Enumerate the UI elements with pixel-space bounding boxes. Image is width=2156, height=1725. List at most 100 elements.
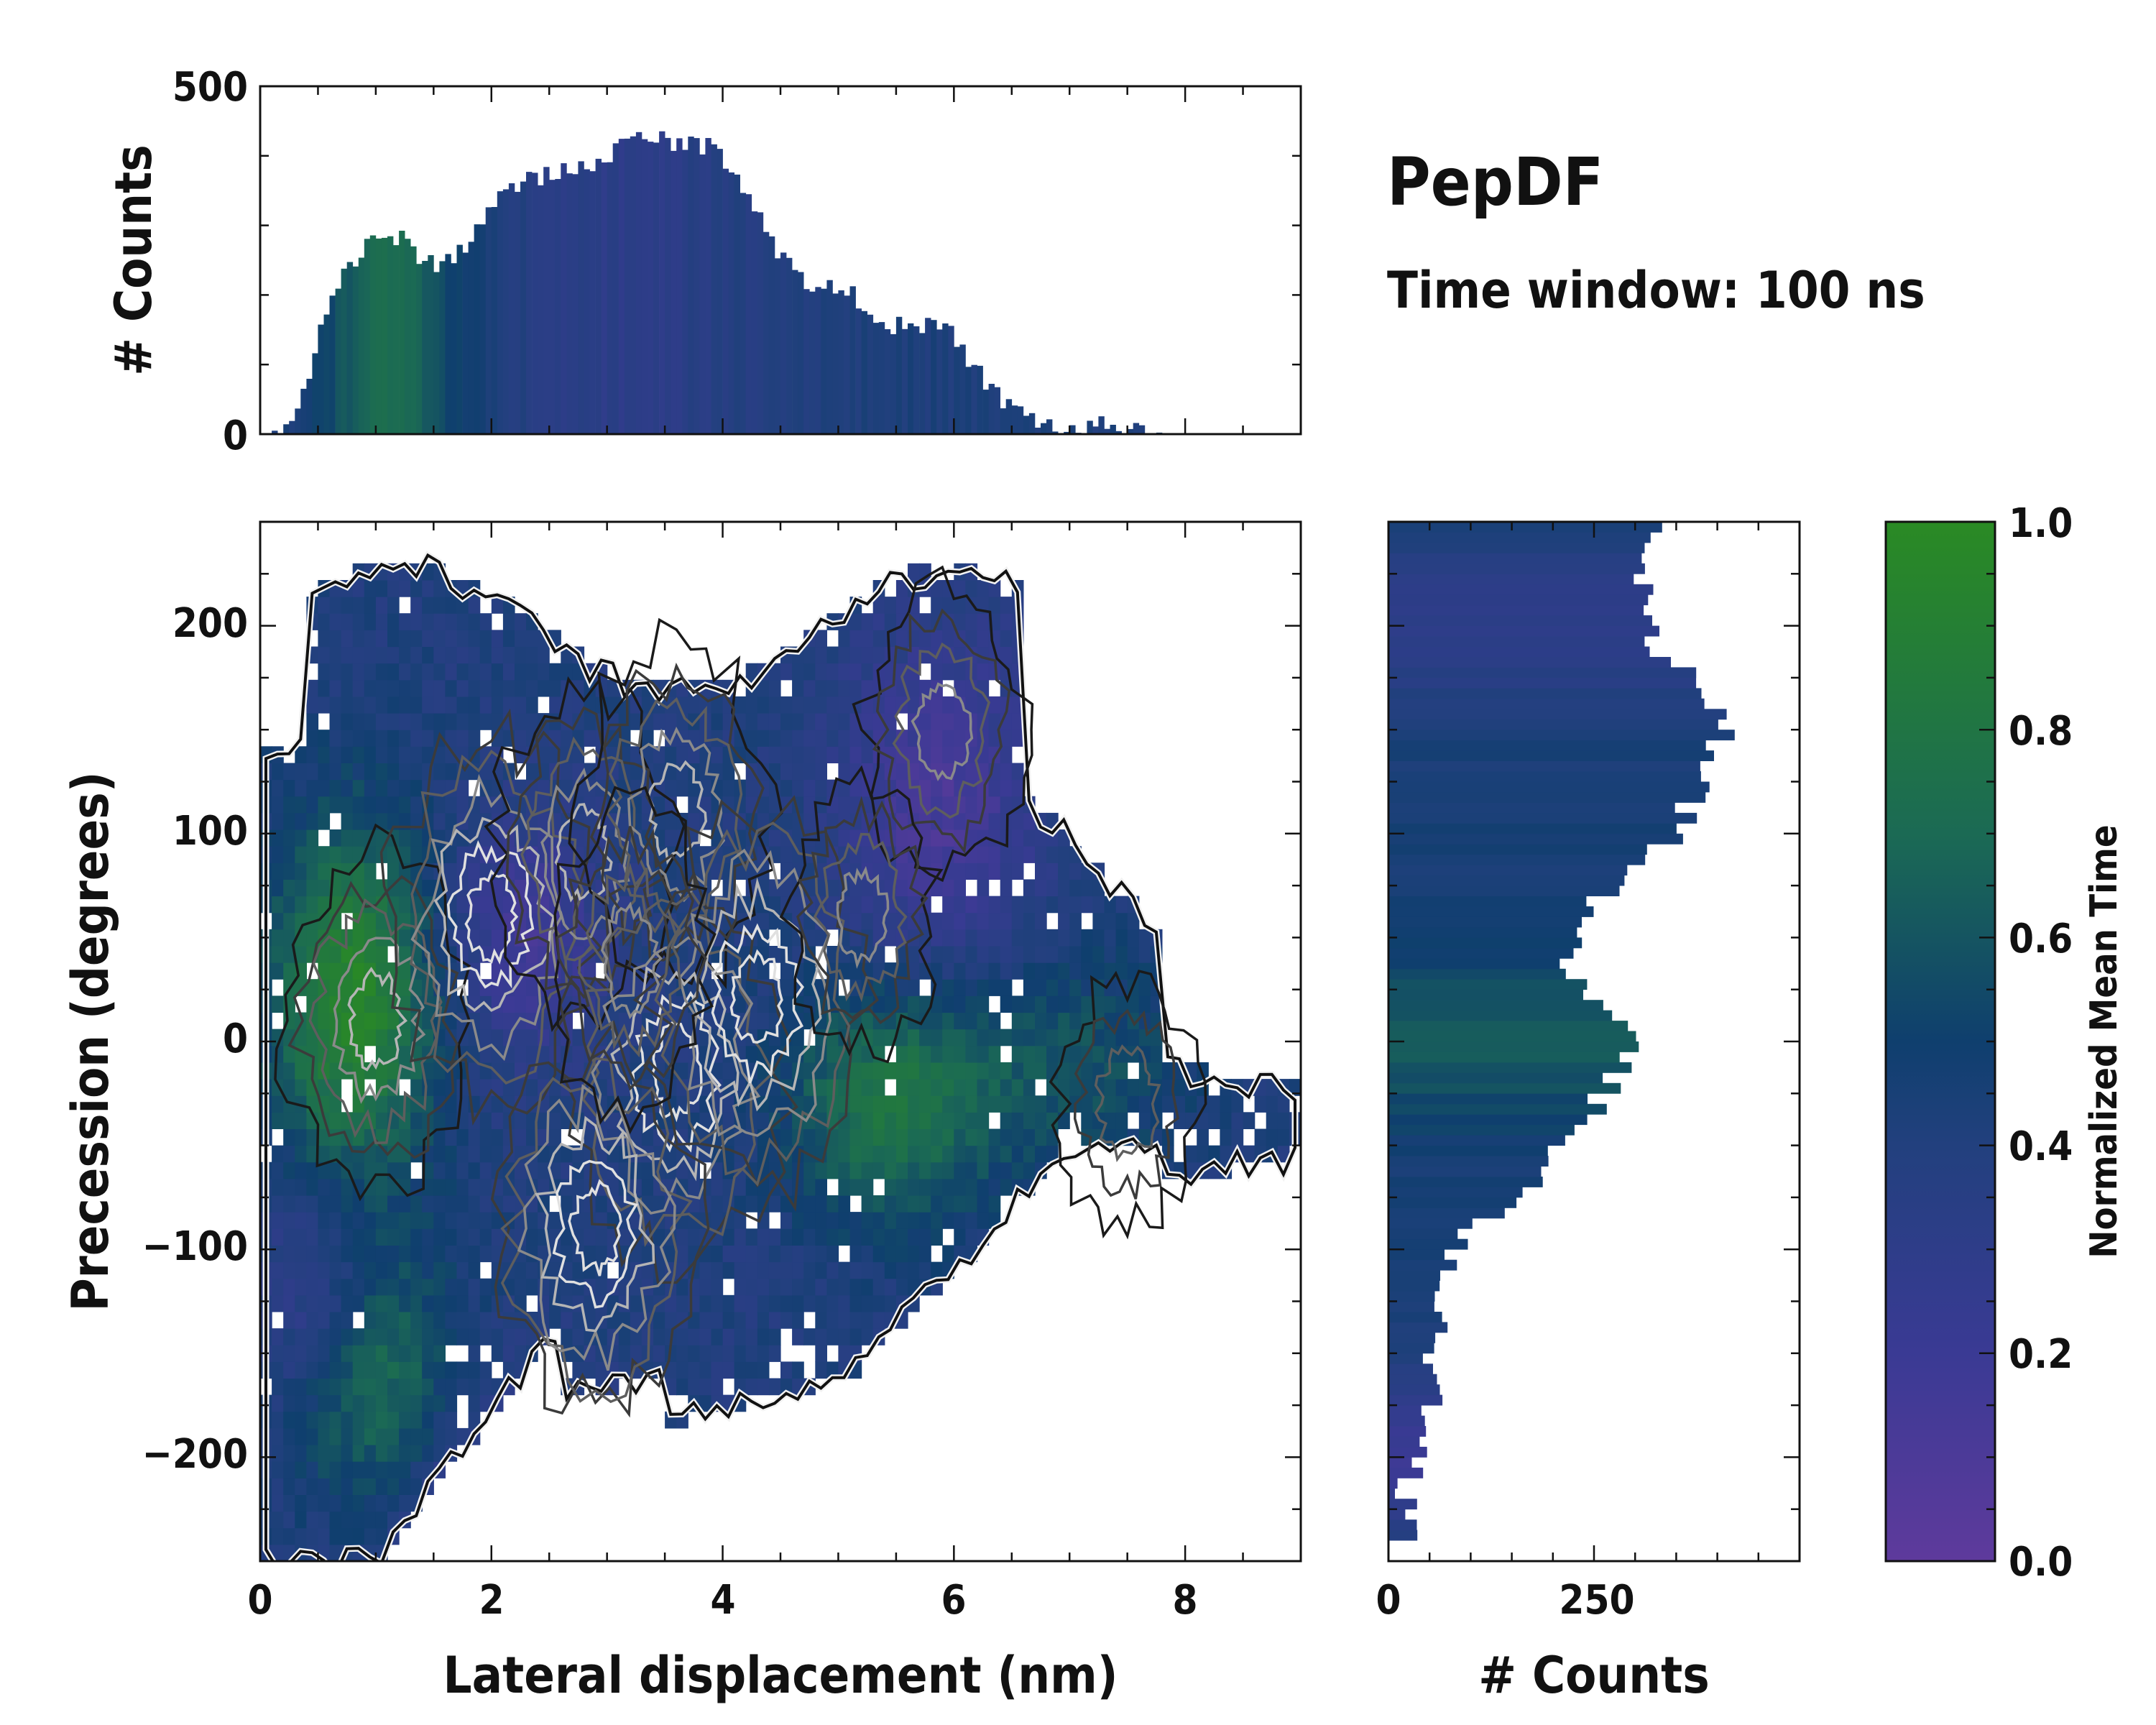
heatmap-cell <box>352 630 365 648</box>
heatmap-cell <box>722 896 735 914</box>
heatmap-cell <box>872 979 885 996</box>
density-contour-ring <box>911 682 974 781</box>
heatmap-cell <box>908 1029 920 1046</box>
heatmap-cell <box>399 1411 411 1429</box>
heatmap-cell <box>768 896 781 914</box>
heatmap-cell <box>803 763 816 781</box>
top-histogram-bar <box>399 231 405 434</box>
heatmap-cell <box>410 630 423 648</box>
heatmap-cell <box>549 663 561 681</box>
heatmap-cell <box>479 1145 492 1163</box>
heatmap-cell <box>283 1427 295 1445</box>
heatmap-cell <box>306 929 319 947</box>
heatmap-cell <box>745 1345 758 1362</box>
heatmap-cell <box>965 1029 978 1046</box>
heatmap-cell <box>272 1328 284 1346</box>
heatmap-cell <box>1254 1128 1267 1146</box>
density-contour-ring <box>433 816 556 1012</box>
heatmap-cell <box>884 613 897 630</box>
heatmap-cell <box>780 995 793 1013</box>
heatmap-cell <box>352 1494 365 1512</box>
heatmap-cell <box>456 679 469 697</box>
heatmap-cell <box>849 646 862 664</box>
heatmap-cell <box>329 1361 342 1379</box>
heatmap-cell <box>780 979 793 996</box>
heatmap-cell <box>445 646 458 664</box>
heatmap-cell <box>954 962 966 980</box>
heatmap-cell <box>965 1112 978 1129</box>
top-histogram-bar <box>1110 425 1116 434</box>
heatmap-cell <box>792 829 804 847</box>
heatmap-cell <box>1115 946 1128 963</box>
heatmap-cell <box>306 1345 319 1362</box>
heatmap-cell <box>1000 862 1013 880</box>
heatmap-cell <box>468 1012 481 1030</box>
heatmap-cell <box>919 1095 931 1113</box>
heatmap-cell <box>306 1378 319 1396</box>
heatmap-cell <box>1011 995 1024 1013</box>
heatmap-cell <box>977 862 990 880</box>
heatmap-cell <box>329 1228 342 1246</box>
heatmap-cell <box>722 1361 735 1379</box>
heatmap-cell <box>988 1178 1001 1196</box>
heatmap-cell <box>283 1112 295 1129</box>
heatmap-cell <box>988 1062 1001 1080</box>
heatmap-cell <box>792 1278 804 1296</box>
heatmap-cell <box>895 862 908 880</box>
heatmap-cell <box>422 1029 434 1046</box>
right-histogram-bar <box>1388 636 1645 647</box>
heatmap-cell <box>1231 1112 1244 1129</box>
heatmap-cell <box>318 1212 331 1229</box>
heatmap-cell <box>329 630 342 648</box>
heatmap-cell <box>399 1195 411 1213</box>
heatmap-cell <box>965 1145 978 1163</box>
heatmap-cell <box>272 1095 284 1113</box>
heatmap-cell <box>1011 946 1024 963</box>
right-histogram-bar <box>1388 1103 1607 1115</box>
heatmap-cell <box>526 846 538 863</box>
heatmap-cell <box>757 1361 770 1379</box>
heatmap-cell <box>977 580 990 597</box>
heatmap-cell <box>352 1461 365 1478</box>
heatmap-cell <box>1150 1045 1163 1063</box>
heatmap-cell <box>1035 1128 1047 1146</box>
heatmap-cell <box>780 1195 793 1213</box>
heatmap-cell <box>711 1062 724 1080</box>
heatmap-cell <box>919 1145 931 1163</box>
heatmap-cell <box>965 763 978 781</box>
heatmap-cell <box>456 1427 469 1445</box>
heatmap-cell <box>341 1445 354 1462</box>
colorbar-gradient <box>1886 522 1995 1561</box>
heatmap-cell <box>919 630 931 648</box>
heatmap-cell <box>1046 1112 1059 1129</box>
top-histogram-bar <box>323 314 330 434</box>
right-histogram-bar <box>1388 387 1539 397</box>
heatmap-cell <box>526 1278 538 1296</box>
heatmap-cell <box>479 1378 492 1396</box>
heatmap-cell <box>1000 995 1013 1013</box>
heatmap-cell <box>445 1261 458 1279</box>
heatmap-cell <box>272 995 284 1013</box>
heatmap-cell <box>364 796 377 814</box>
heatmap-cell <box>884 696 897 714</box>
heatmap-cell <box>283 1278 295 1296</box>
heatmap-cell <box>456 1294 469 1312</box>
heatmap-cell <box>849 879 862 897</box>
heatmap-cell <box>502 646 515 664</box>
top-histogram-bar <box>717 149 723 434</box>
heatmap-cell <box>965 696 978 714</box>
heatmap-cell <box>1023 829 1036 847</box>
top-histogram-bar <box>491 207 498 434</box>
heatmap-cell <box>931 962 943 980</box>
heatmap-cell <box>1000 1112 1013 1129</box>
heatmap-cell <box>757 1328 770 1346</box>
heatmap-cell <box>861 1278 874 1296</box>
right-histogram-bar <box>1388 916 1582 928</box>
heatmap-cell <box>364 1527 377 1545</box>
heatmap-cell <box>711 1361 724 1379</box>
heatmap-cell <box>502 995 515 1013</box>
heatmap-cell <box>942 796 954 814</box>
heatmap-cell <box>352 1511 365 1529</box>
heatmap-cell <box>1289 1079 1301 1096</box>
density-contour-ring <box>540 767 630 941</box>
